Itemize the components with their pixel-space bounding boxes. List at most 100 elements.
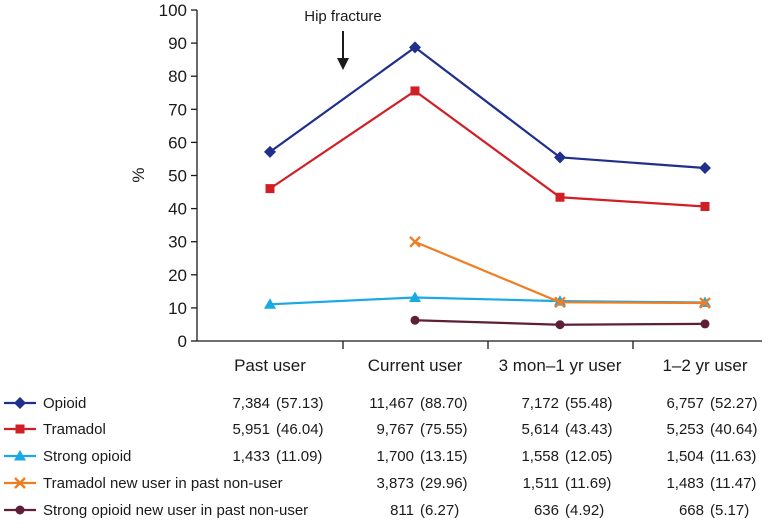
table-cell-count: 636 <box>534 502 559 519</box>
table-row: Strong opioid new user in past non-user 8… <box>4 502 749 519</box>
y-tick-label: 30 <box>168 233 187 252</box>
x-categories: Past user Current user 3 mon–1 yr user 1–2 … <box>234 341 748 375</box>
series-line <box>414 240 706 305</box>
table-row: Tramadol new user in past non-user 3,873 (… <box>4 475 756 492</box>
series-strong-opioid-new-user-in-past-non-user <box>410 315 710 330</box>
table-cell-count: 668 <box>679 502 704 519</box>
table-row: Opioid 7,384 (57.13) 11,467 (88.70) 7,172 (55.… <box>4 395 758 412</box>
table-cell-percent: (11.09) <box>276 448 322 465</box>
y-tick-label: 60 <box>168 133 187 152</box>
legend-marker <box>14 477 26 489</box>
y-tick-label: 90 <box>168 34 187 53</box>
table-cell-count: 7,384 <box>232 395 270 412</box>
data-point <box>410 86 420 96</box>
table-cell-percent: (11.69) <box>565 475 611 492</box>
series-tramadol <box>265 86 710 211</box>
y-ticks: 0 10 20 30 40 50 60 70 80 90 100 <box>159 1 197 351</box>
series-tramadol-new-user-in-past-non-user <box>409 235 711 309</box>
table-cell-count: 5,614 <box>521 421 559 438</box>
table-row: Tramadol 5,951 (46.04) 9,767 (75.55) 5,614 (43… <box>4 421 758 438</box>
table-cell-percent: (13.15) <box>420 448 468 465</box>
data-point <box>554 296 566 309</box>
legend-label: Strong opioid <box>43 448 131 465</box>
table-cell-percent: (4.92) <box>565 502 604 519</box>
legend-marker <box>14 450 26 461</box>
data-table: Opioid 7,384 (57.13) 11,467 (88.70) 7,172 (55.… <box>4 395 758 519</box>
table-cell-count: 6,757 <box>666 395 704 412</box>
hip-fracture-annotation: Hip fracture <box>304 8 382 70</box>
table-cell-count: 1,558 <box>521 448 559 465</box>
series-line <box>269 89 706 208</box>
legend-marker <box>15 505 25 515</box>
table-cell-percent: (11.63) <box>710 448 756 465</box>
table-cell-count: 1,700 <box>376 448 414 465</box>
data-point <box>555 320 565 330</box>
series-strong-opioid <box>264 291 711 309</box>
y-tick-label: 100 <box>159 1 187 20</box>
data-point <box>265 184 275 194</box>
legend-label: Tramadol <box>43 421 106 438</box>
table-cell-count: 3,873 <box>376 475 414 492</box>
data-point <box>409 291 421 302</box>
y-tick-label: 70 <box>168 100 187 119</box>
table-cell-percent: (43.43) <box>565 421 613 438</box>
table-cell-count: 11,467 <box>369 395 414 412</box>
y-axis-label: % <box>129 167 148 182</box>
table-cell-count: 5,951 <box>232 421 270 438</box>
legend-marker <box>15 424 25 434</box>
y-tick-label: 20 <box>168 266 187 285</box>
table-cell-percent: (55.48) <box>565 395 613 412</box>
x-category-label: 3 mon–1 yr user <box>499 356 622 375</box>
data-point <box>410 315 420 325</box>
data-point <box>409 41 421 54</box>
y-tick-label: 80 <box>168 67 187 86</box>
table-cell-count: 1,511 <box>523 475 559 492</box>
data-point <box>554 151 566 164</box>
table-cell-percent: (12.05) <box>565 448 613 465</box>
data-point <box>264 298 276 309</box>
table-cell-count: 7,172 <box>521 395 559 412</box>
legend-label: Opioid <box>43 395 86 412</box>
data-point <box>264 145 276 158</box>
x-category-label: 1–2 yr user <box>662 356 747 375</box>
table-cell-count: 1,433 <box>232 448 270 465</box>
series-layer <box>264 41 711 330</box>
data-point <box>700 319 710 329</box>
table-cell-percent: (88.70) <box>420 395 468 412</box>
legend-marker <box>14 397 26 409</box>
table-cell-count: 5,253 <box>666 421 704 438</box>
table-cell-percent: (29.96) <box>420 475 468 492</box>
data-point <box>700 201 710 211</box>
data-point <box>409 235 421 248</box>
data-point <box>555 192 565 202</box>
series-opioid <box>264 41 711 174</box>
axes <box>196 10 762 342</box>
table-cell-percent: (75.55) <box>420 421 468 438</box>
x-category-label: Past user <box>234 356 306 375</box>
y-tick-label: 50 <box>168 167 187 186</box>
table-cell-percent: (6.27) <box>420 502 459 519</box>
table-cell-percent: (52.27) <box>710 395 758 412</box>
data-point <box>699 161 711 174</box>
y-tick-label: 0 <box>178 332 187 351</box>
table-cell-percent: (5.17) <box>710 502 749 519</box>
annotation-arrow-head <box>337 58 349 70</box>
data-point <box>699 297 711 309</box>
table-cell-percent: (46.04) <box>276 421 324 438</box>
table-cell-count: 1,504 <box>666 448 704 465</box>
table-row: Strong opioid 1,433 (11.09) 1,700 (13.15) 1,5… <box>4 448 756 465</box>
table-cell-percent: (11.47) <box>710 475 756 492</box>
annotation-text: Hip fracture <box>304 8 382 25</box>
legend-label: Tramadol new user in past non-user <box>43 475 283 492</box>
table-cell-percent: (40.64) <box>710 421 758 438</box>
y-tick-label: 40 <box>168 200 187 219</box>
y-tick-label: 10 <box>168 299 187 318</box>
table-cell-count: 9,767 <box>376 421 414 438</box>
table-cell-percent: (57.13) <box>276 395 324 412</box>
table-cell-count: 811 <box>390 502 414 519</box>
legend-label: Strong opioid new user in past non-user <box>43 502 308 519</box>
x-category-label: Current user <box>368 356 463 375</box>
table-cell-count: 1,483 <box>666 475 704 492</box>
series-line <box>269 46 706 170</box>
